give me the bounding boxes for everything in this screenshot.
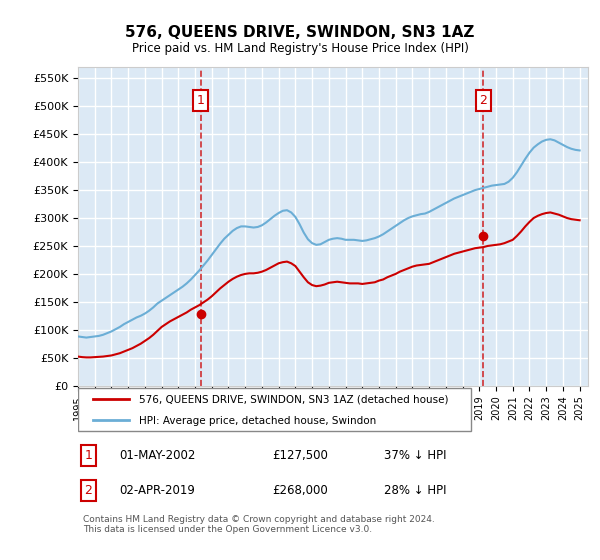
Text: 37% ↓ HPI: 37% ↓ HPI [384, 449, 446, 462]
Text: Price paid vs. HM Land Registry's House Price Index (HPI): Price paid vs. HM Land Registry's House … [131, 42, 469, 55]
FancyBboxPatch shape [78, 388, 471, 431]
Text: 576, QUEENS DRIVE, SWINDON, SN3 1AZ (detached house): 576, QUEENS DRIVE, SWINDON, SN3 1AZ (det… [139, 395, 449, 405]
Text: 576, QUEENS DRIVE, SWINDON, SN3 1AZ: 576, QUEENS DRIVE, SWINDON, SN3 1AZ [125, 25, 475, 40]
Text: 2: 2 [479, 94, 487, 107]
Text: 28% ↓ HPI: 28% ↓ HPI [384, 484, 446, 497]
Text: 01-MAY-2002: 01-MAY-2002 [119, 449, 195, 462]
Text: Contains HM Land Registry data © Crown copyright and database right 2024.
This d: Contains HM Land Registry data © Crown c… [83, 515, 435, 534]
Text: £127,500: £127,500 [272, 449, 328, 462]
Text: 02-APR-2019: 02-APR-2019 [119, 484, 194, 497]
Text: 1: 1 [197, 94, 205, 107]
Text: 1: 1 [84, 449, 92, 462]
Text: £268,000: £268,000 [272, 484, 328, 497]
Text: HPI: Average price, detached house, Swindon: HPI: Average price, detached house, Swin… [139, 416, 376, 426]
Text: 2: 2 [84, 484, 92, 497]
